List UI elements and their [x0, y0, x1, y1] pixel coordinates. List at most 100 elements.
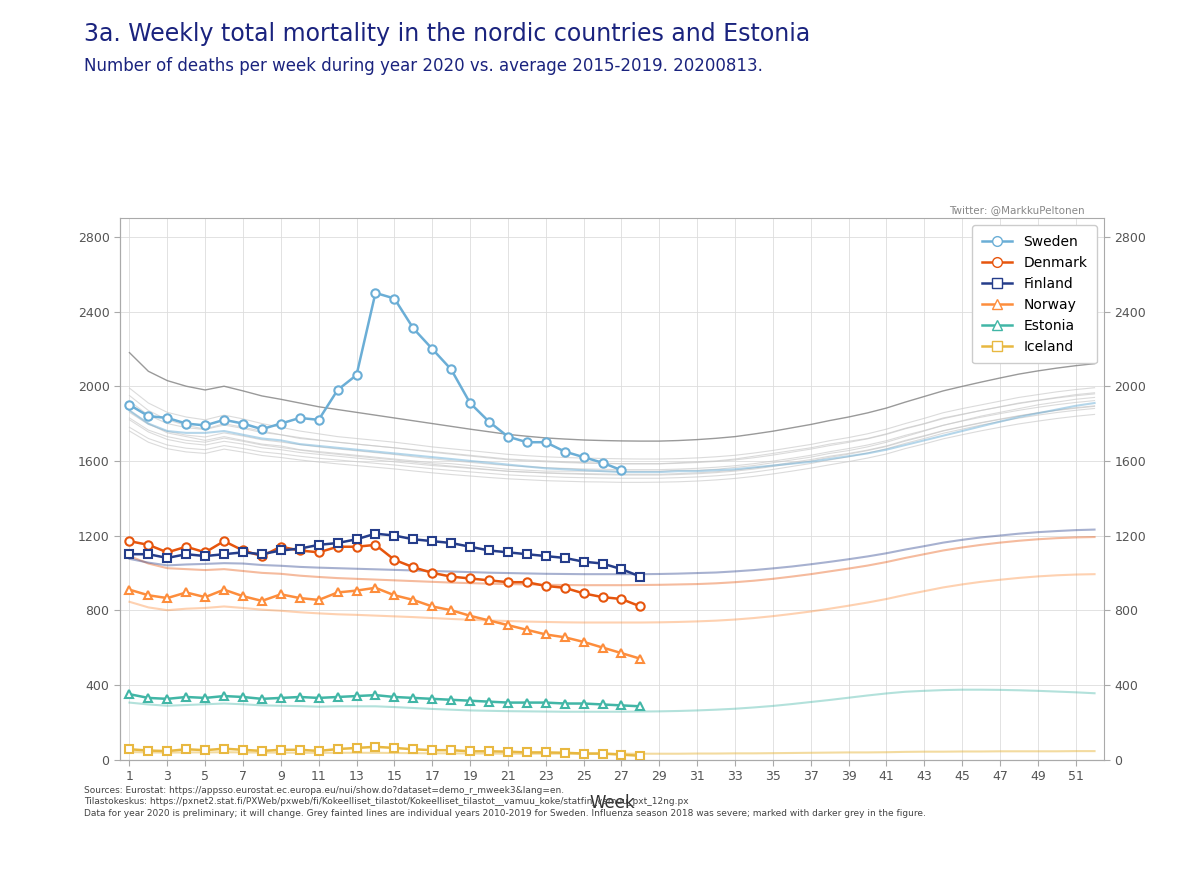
Estonia [122, 689, 137, 699]
Estonia [198, 692, 212, 703]
Finland [198, 551, 212, 561]
Iceland [539, 747, 553, 758]
Estonia [444, 695, 458, 705]
Estonia [368, 690, 383, 700]
Estonia [142, 692, 156, 703]
Iceland [520, 747, 534, 758]
Estonia [160, 694, 174, 705]
Iceland [122, 744, 137, 754]
Sweden [330, 385, 344, 395]
Sweden [406, 323, 420, 333]
Finland [482, 546, 497, 556]
Sweden [312, 415, 326, 425]
Denmark [254, 551, 269, 561]
Sweden [274, 418, 288, 429]
Iceland [388, 743, 402, 753]
Finland [368, 528, 383, 539]
Denmark [634, 601, 648, 612]
Norway [595, 643, 610, 653]
Sweden [539, 437, 553, 448]
Iceland [595, 748, 610, 759]
Finland [595, 559, 610, 569]
Iceland [614, 749, 629, 760]
Line: Iceland: Iceland [125, 743, 644, 760]
Norway [558, 632, 572, 643]
Estonia [274, 692, 288, 703]
Sweden [122, 400, 137, 410]
Text: Sources: Eurostat: https://appsso.eurostat.ec.europa.eu/nui/show.do?dataset=demo: Sources: Eurostat: https://appsso.eurost… [84, 786, 926, 818]
Finland [520, 549, 534, 560]
Iceland [425, 745, 439, 755]
Denmark [463, 574, 478, 584]
Iceland [198, 745, 212, 755]
Norway [614, 648, 629, 658]
Norway [539, 629, 553, 640]
Iceland [558, 747, 572, 758]
Denmark [425, 567, 439, 578]
Iceland [463, 746, 478, 757]
Denmark [558, 582, 572, 593]
Norway [500, 620, 515, 630]
Sweden [576, 452, 590, 463]
Sweden [198, 420, 212, 430]
Iceland [482, 746, 497, 757]
Sweden [425, 344, 439, 354]
Finland [217, 549, 232, 560]
Estonia [217, 691, 232, 701]
Sweden [142, 411, 156, 422]
Denmark [198, 547, 212, 558]
Norway [482, 615, 497, 626]
Estonia [595, 699, 610, 710]
Text: 3a. Weekly total mortality in the nordic countries and Estonia: 3a. Weekly total mortality in the nordic… [84, 22, 810, 45]
Line: Norway: Norway [125, 584, 644, 663]
Denmark [482, 575, 497, 586]
Finland [444, 538, 458, 548]
Finland [500, 547, 515, 558]
Finland [539, 551, 553, 561]
Text: Twitter: @MarkkuPeltonen: Twitter: @MarkkuPeltonen [949, 205, 1085, 216]
Finland [388, 530, 402, 540]
X-axis label: Week: Week [589, 794, 635, 812]
Estonia [482, 697, 497, 707]
Finland [235, 547, 251, 558]
Norway [330, 588, 344, 598]
Line: Estonia: Estonia [125, 690, 644, 711]
Iceland [576, 748, 590, 759]
Finland [330, 538, 344, 548]
Finland [122, 549, 137, 560]
Estonia [254, 694, 269, 705]
Iceland [444, 745, 458, 755]
Estonia [558, 698, 572, 709]
Iceland [349, 743, 364, 753]
Estonia [614, 700, 629, 711]
Sweden [444, 364, 458, 375]
Norway [160, 593, 174, 603]
Denmark [142, 540, 156, 550]
Finland [349, 534, 364, 545]
Denmark [122, 536, 137, 546]
Iceland [406, 744, 420, 754]
Finland [142, 549, 156, 560]
Denmark [520, 577, 534, 588]
Norway [274, 589, 288, 600]
Estonia [312, 692, 326, 703]
Iceland [254, 746, 269, 756]
Finland [614, 564, 629, 574]
Estonia [179, 691, 193, 702]
Norway [142, 590, 156, 601]
Denmark [539, 581, 553, 591]
Denmark [293, 546, 307, 556]
Estonia [406, 692, 420, 703]
Sweden [463, 398, 478, 409]
Denmark [388, 554, 402, 565]
Estonia [235, 691, 251, 702]
Norway [388, 590, 402, 601]
Denmark [349, 541, 364, 552]
Norway [122, 584, 137, 595]
Denmark [235, 546, 251, 556]
Finland [160, 553, 174, 563]
Iceland [179, 744, 193, 754]
Norway [444, 605, 458, 615]
Iceland [217, 744, 232, 754]
Estonia [634, 701, 648, 711]
